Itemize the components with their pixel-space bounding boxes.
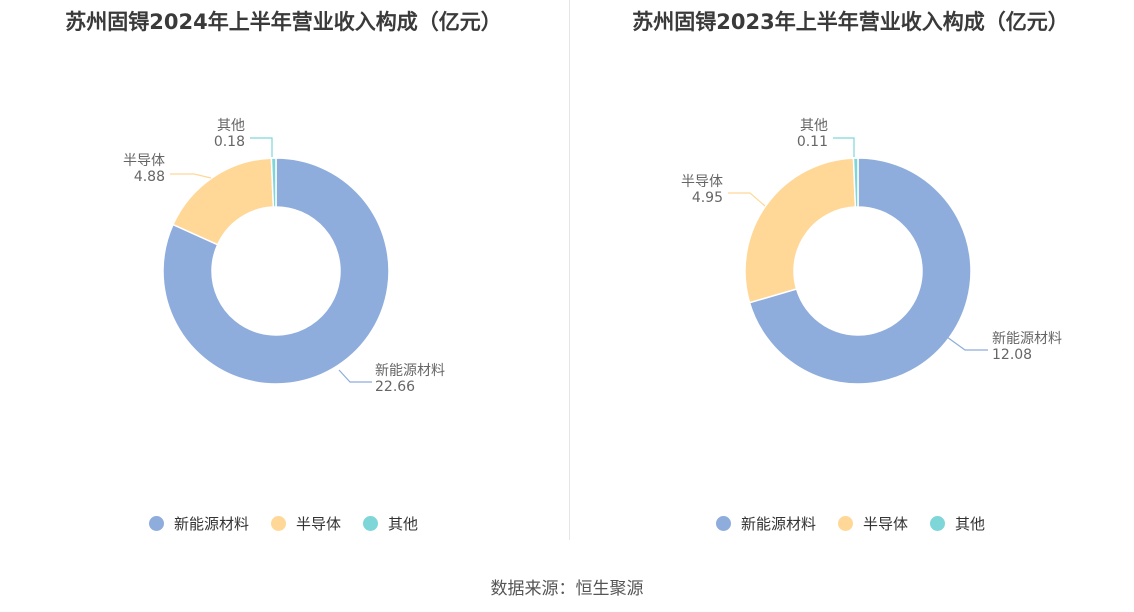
donut-slice-new-energy[interactable]: [748, 157, 972, 385]
legend-label: 新能源材料: [173, 515, 249, 533]
donut-slice-new-energy[interactable]: [162, 157, 390, 385]
slice-label-other: 其他: [217, 118, 245, 134]
chart-panel-2023: 苏州固锝2023年上半年营业收入构成（亿元） 新能源材料 12.08 半导体 4.95…: [567, 0, 1134, 545]
legend-dot-new-energy: [715, 516, 731, 531]
legend-item-semiconductor[interactable]: 半导体: [270, 513, 341, 534]
legend-label: 半导体: [862, 515, 908, 533]
label-leader-line-semiconductor: [170, 173, 212, 179]
donut-slice-other[interactable]: [852, 157, 859, 208]
legend-item-semiconductor[interactable]: 半导体: [837, 513, 908, 534]
slice-label-new-energy: 新能源材料: [992, 331, 1062, 347]
panel-divider: [569, 0, 570, 540]
chart-panel-2024: 苏州固锝2024年上半年营业收入构成（亿元） 新能源材料 22.66 半导体 4.88…: [0, 0, 567, 545]
legend-label: 其他: [388, 515, 419, 533]
legend-dot-new-energy: [148, 516, 164, 531]
legend-dot-semiconductor: [837, 516, 853, 531]
legend-item-other[interactable]: 其他: [363, 513, 418, 534]
legend-item-new-energy[interactable]: 新能源材料: [148, 513, 249, 534]
slice-value-other: 0.18: [214, 134, 245, 150]
label-leader-line-new-energy: [338, 369, 372, 383]
slice-value-other: 0.11: [797, 134, 828, 150]
legend-2023: 新能源材料 半导体 其他: [567, 513, 1134, 534]
slice-value-new-energy: 12.08: [992, 347, 1032, 363]
donut-slice-other[interactable]: [270, 157, 277, 208]
donut-slice-semiconductor[interactable]: [172, 157, 275, 246]
label-leader-line-semiconductor: [728, 192, 766, 207]
slice-value-new-energy: 22.66: [375, 379, 415, 395]
slice-value-semiconductor: 4.88: [134, 169, 165, 185]
slice-value-semiconductor: 4.95: [692, 190, 723, 206]
slice-label-semiconductor: 半导体: [681, 174, 723, 190]
legend-label: 其他: [955, 515, 986, 533]
donut-slice-semiconductor[interactable]: [744, 157, 857, 304]
chart-title-2023: 苏州固锝2023年上半年营业收入构成（亿元）: [632, 10, 1069, 34]
slice-label-other: 其他: [800, 118, 828, 134]
data-source: 数据来源：恒生聚源: [490, 579, 644, 599]
label-leader-line-other: [833, 137, 855, 157]
legend-dot-other: [930, 516, 945, 531]
legend-2024: 新能源材料 半导体 其他: [0, 513, 567, 534]
legend-item-other[interactable]: 其他: [930, 513, 985, 534]
legend-dot-semiconductor: [270, 516, 286, 531]
legend-item-new-energy[interactable]: 新能源材料: [715, 513, 816, 534]
legend-label: 半导体: [295, 515, 341, 533]
label-leader-line-other: [250, 137, 273, 157]
slice-label-semiconductor: 半导体: [123, 153, 165, 169]
legend-dot-other: [363, 516, 378, 531]
legend-label: 新能源材料: [740, 515, 816, 533]
slice-label-new-energy: 新能源材料: [375, 363, 445, 379]
chart-title-2024: 苏州固锝2024年上半年营业收入构成（亿元）: [65, 10, 502, 34]
label-leader-line-new-energy: [946, 336, 988, 351]
